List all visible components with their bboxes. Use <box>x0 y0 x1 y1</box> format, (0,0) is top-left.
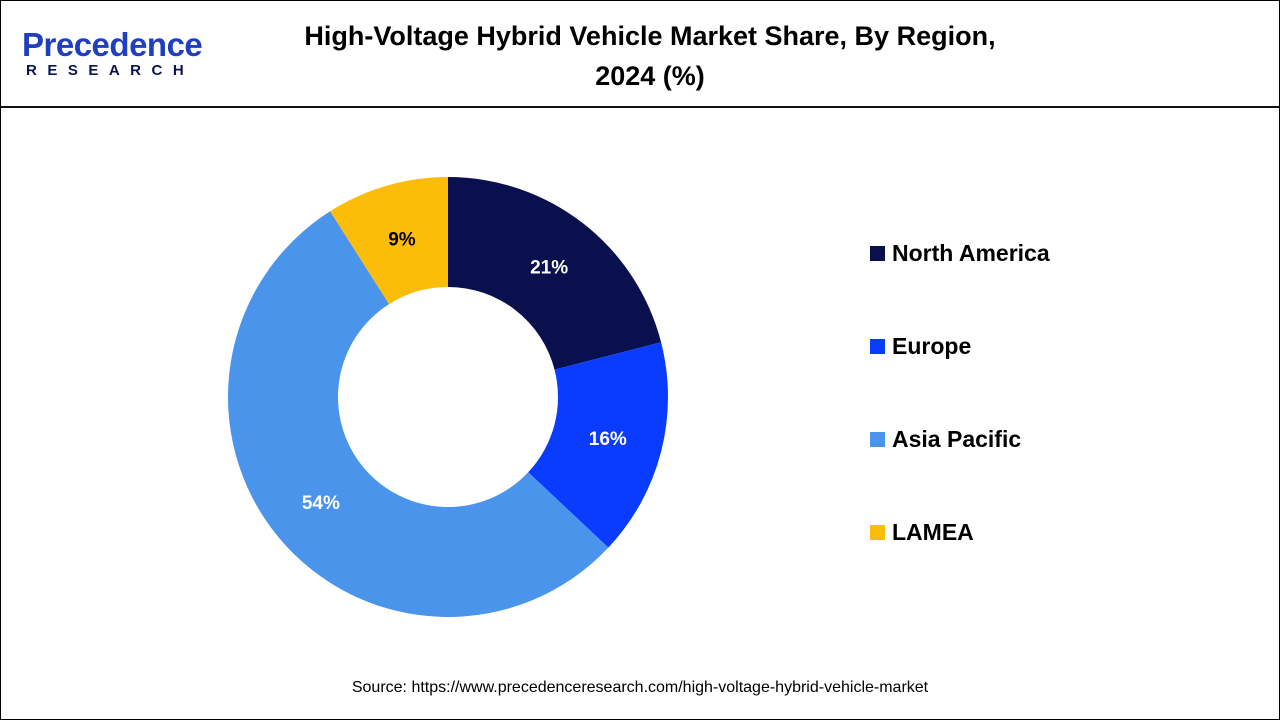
legend-swatch <box>870 525 885 540</box>
logo-main-text: Precedence <box>22 26 203 63</box>
slice-asia-pacific <box>227 211 609 618</box>
logo-sub-text: RESEARCH <box>26 62 195 79</box>
data-label-europe: 16% <box>589 429 627 450</box>
chart-title: High-Voltage Hybrid Vehicle Market Share… <box>304 21 996 91</box>
logo: Precedence RESEARCH <box>22 26 203 80</box>
legend-label: Europe <box>892 333 972 359</box>
data-label-lamea: 9% <box>388 230 416 251</box>
source-text: Source: https://www.precedenceresearch.c… <box>351 679 929 696</box>
legend-item-asia-pacific: Asia Pacific <box>870 426 1021 453</box>
legend-swatch <box>870 246 885 261</box>
legend-item-europe: Europe <box>870 333 971 360</box>
legend-label: LAMEA <box>892 519 974 545</box>
legend-swatch <box>870 432 885 447</box>
slice-north-america <box>448 177 662 370</box>
legend-label: Asia Pacific <box>892 426 1022 452</box>
legend-item-lamea: LAMEA <box>870 519 974 546</box>
data-label-north-america: 21% <box>530 258 568 279</box>
header-divider <box>0 106 1280 108</box>
slice-lamea <box>330 177 448 305</box>
legend-item-north-america: North America <box>870 240 1050 267</box>
slice-europe <box>528 342 668 548</box>
legend-swatch <box>870 339 885 354</box>
legend-label: North America <box>892 240 1050 266</box>
data-label-asia-pacific: 54% <box>302 493 340 514</box>
